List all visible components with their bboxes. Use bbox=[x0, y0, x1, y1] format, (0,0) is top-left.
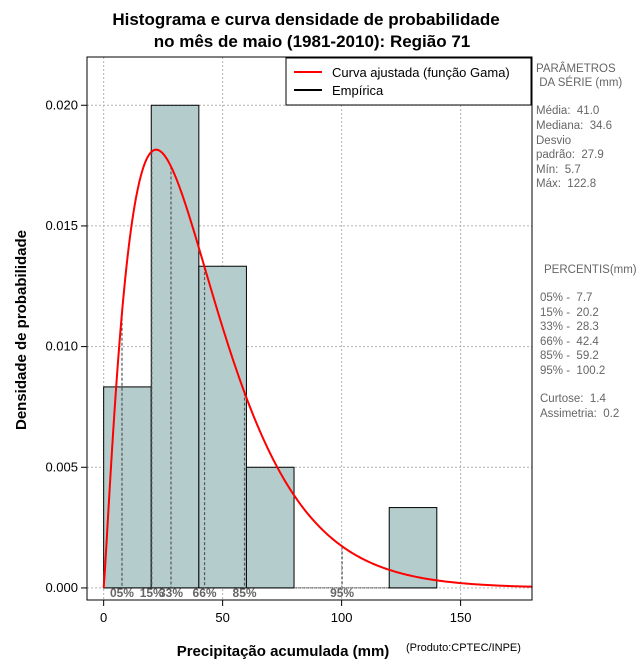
percentile-label-3: 66% bbox=[193, 586, 217, 600]
stat-min: Mín: 5.7 bbox=[536, 164, 581, 176]
percentil-66: 66% - 42.4 bbox=[540, 336, 599, 348]
stat-desvio-1: Desvio bbox=[536, 135, 571, 147]
percentile-label-0: 05% bbox=[110, 586, 134, 600]
x-tick-label-2: 100 bbox=[331, 610, 353, 625]
percentil-33: 33% - 28.3 bbox=[540, 321, 599, 333]
x-tick-label-3: 150 bbox=[450, 610, 472, 625]
percentile-label-5: 95% bbox=[330, 586, 354, 600]
histogram-bar-1 bbox=[150, 104, 200, 589]
percentile-label-4: 85% bbox=[233, 586, 257, 600]
y-tick-label-1: 0.005 bbox=[45, 459, 78, 474]
chart-title-line-1: Histograma e curva densidade de probabil… bbox=[112, 10, 499, 29]
legend: Curva ajustada (função Gama) Empírica bbox=[285, 57, 532, 106]
legend-label-gamma: Curva ajustada (função Gama) bbox=[332, 65, 510, 80]
percentil-15: 15% - 20.2 bbox=[540, 307, 599, 319]
params-title-1: PARÂMETROS bbox=[536, 62, 616, 75]
y-tick-label-4: 0.020 bbox=[45, 97, 78, 112]
y-tick-label-0: 0.000 bbox=[45, 580, 78, 595]
stat-curtose: Curtose: 1.4 bbox=[540, 393, 606, 405]
axes: 0 50 100 150 0.000 0.005 0.010 0.015 0.020 bbox=[45, 97, 471, 625]
stat-assimetria: Assimetria: 0.2 bbox=[540, 408, 619, 420]
histogram-bar-3 bbox=[245, 466, 295, 589]
x-axis-label: Precipitação acumulada (mm) bbox=[177, 643, 390, 660]
histogram-bar-6 bbox=[388, 507, 438, 589]
percentil-95: 95% - 100.2 bbox=[540, 365, 605, 377]
stat-media: Média: 41.0 bbox=[536, 105, 599, 117]
product-credit: (Produto:CPTEC/INPE) bbox=[406, 642, 521, 654]
percentil-85: 85% - 59.2 bbox=[540, 350, 599, 362]
histogram-bar-2 bbox=[198, 265, 247, 589]
y-tick-label-3: 0.015 bbox=[45, 218, 78, 233]
gamma-curve-layer bbox=[102, 148, 533, 589]
stats-panel: PARÂMETROS DA SÉRIE (mm) Média: 41.0 Med… bbox=[536, 62, 637, 420]
y-tick-label-2: 0.010 bbox=[45, 339, 78, 354]
gamma-curve bbox=[102, 148, 533, 589]
x-tick-label-0: 0 bbox=[100, 610, 107, 625]
stat-desvio-2: padrão: 27.9 bbox=[536, 149, 604, 161]
chart-title-line-2: no mês de maio (1981-2010): Região 71 bbox=[154, 32, 471, 51]
x-tick-label-1: 50 bbox=[215, 610, 229, 625]
percentile-markers: 05% 15%33% 66% 85% 95% bbox=[110, 151, 354, 600]
histogram-bars bbox=[103, 104, 438, 589]
percentis-title: PERCENTIS(mm) bbox=[544, 264, 637, 276]
stat-mediana: Mediana: 34.6 bbox=[536, 120, 612, 132]
y-axis-label: Densidade de probabilidade bbox=[13, 230, 30, 430]
percentile-label-2: 33% bbox=[159, 586, 183, 600]
plot-frame bbox=[86, 56, 533, 601]
params-title-2: DA SÉRIE (mm) bbox=[536, 76, 622, 89]
percentile-label-1: 15% bbox=[140, 586, 164, 600]
percentil-05: 05% - 7.7 bbox=[540, 292, 592, 304]
stat-max: Máx: 122.8 bbox=[536, 178, 596, 190]
histogram-bar-0 bbox=[103, 386, 152, 589]
legend-box bbox=[285, 57, 532, 106]
legend-label-empirical: Empírica bbox=[332, 83, 384, 98]
